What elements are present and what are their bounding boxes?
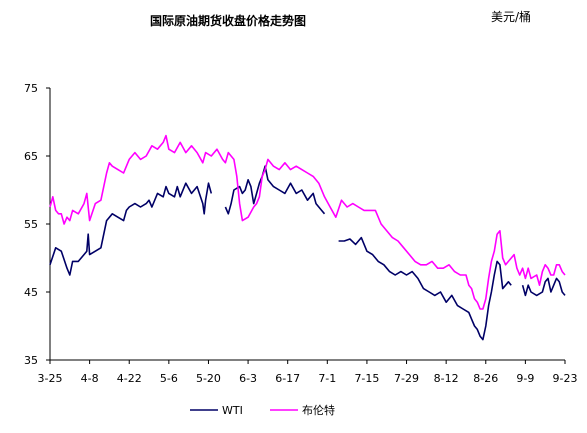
x-tick-label: 7-1 — [318, 372, 336, 385]
y-ticks: 35 45 55 65 75 — [24, 82, 50, 367]
unit-label: 美元/桶 — [491, 10, 532, 24]
x-ticks: 3-25 4-8 4-22 5-6 5-20 6-3 6-17 7-1 7-15 7-29 8-12… — [38, 360, 578, 385]
brent-series-line — [49, 134, 566, 310]
x-tick-label: 9-9 — [516, 372, 534, 385]
wti-series-line — [49, 182, 213, 276]
x-tick-label: 4-8 — [81, 372, 99, 385]
x-tick-label: 4-22 — [117, 372, 142, 385]
chart-title: 国际原油期货收盘价格走势图 — [150, 14, 307, 28]
y-tick-label: 55 — [24, 218, 38, 231]
x-tick-label: 7-29 — [394, 372, 419, 385]
x-tick-label: 5-6 — [160, 372, 178, 385]
y-tick-label: 35 — [24, 354, 38, 367]
x-tick-label: 7-15 — [354, 372, 379, 385]
x-tick-label: 9-23 — [553, 372, 578, 385]
wti-series-line — [338, 236, 512, 341]
x-tick-label: 3-25 — [38, 372, 63, 385]
y-tick-label: 45 — [24, 286, 38, 299]
y-tick-label: 65 — [24, 150, 38, 163]
y-tick-label: 75 — [24, 82, 38, 95]
legend: WTI 布伦特 — [190, 403, 335, 417]
x-tick-label: 6-17 — [275, 372, 300, 385]
series-lines — [49, 134, 566, 341]
brent-legend-label: 布伦特 — [302, 403, 335, 417]
x-tick-label: 8-12 — [434, 372, 459, 385]
wti-legend-label: WTI — [222, 404, 243, 417]
x-tick-label: 6-3 — [239, 372, 257, 385]
x-tick-label: 5-20 — [196, 372, 221, 385]
x-tick-label: 8-26 — [473, 372, 498, 385]
axes — [49, 88, 565, 361]
wti-series-line — [521, 277, 566, 297]
